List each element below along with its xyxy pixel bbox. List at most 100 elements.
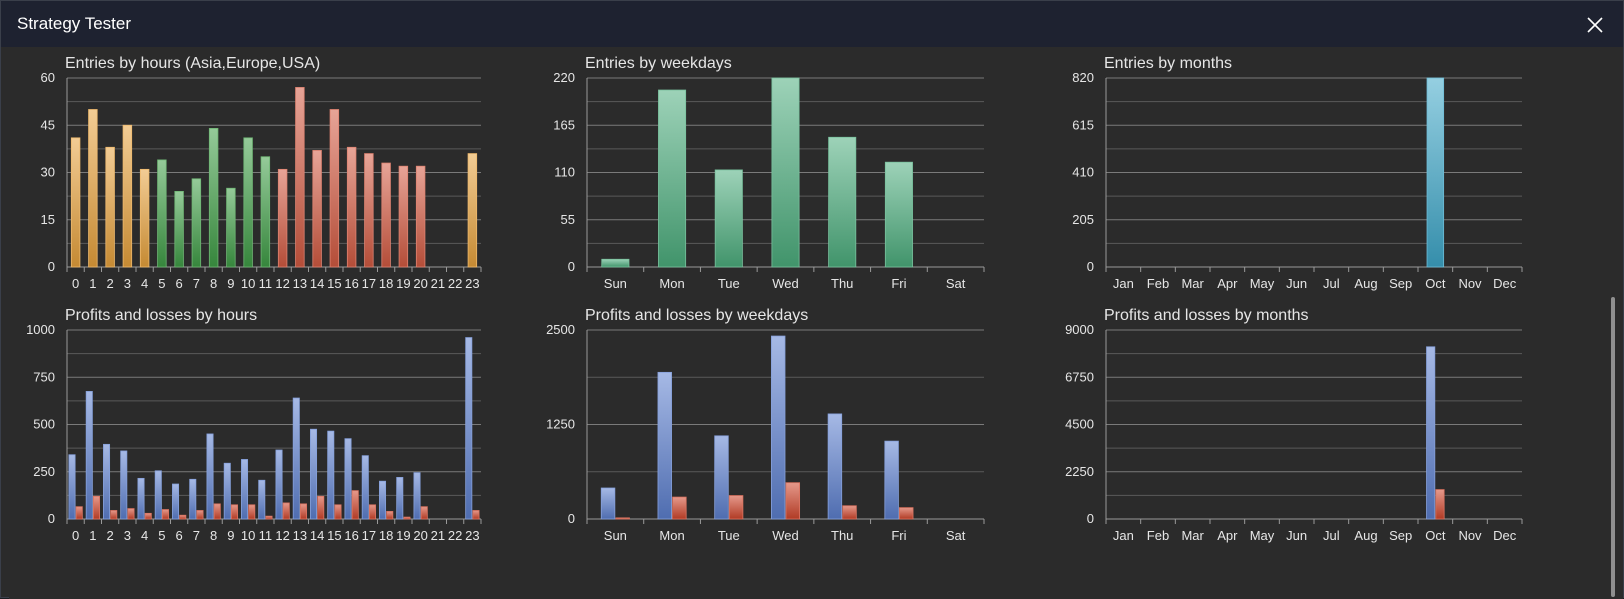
x-tick-label: 12	[275, 528, 289, 543]
bar	[157, 159, 167, 268]
x-tick-label: Sun	[604, 528, 627, 543]
y-tick-label: 410	[1072, 165, 1094, 180]
bar	[1426, 77, 1445, 268]
bar	[191, 178, 202, 268]
bar	[139, 168, 150, 268]
loss-bar	[161, 509, 169, 520]
loss-bar	[230, 504, 238, 520]
x-tick-label: 18	[379, 528, 393, 543]
x-tick-label: 9	[227, 276, 234, 291]
scrollbar-thumb[interactable]	[1611, 297, 1615, 597]
x-tick-label: Feb	[1147, 276, 1169, 291]
x-tick-label: Nov	[1458, 276, 1482, 291]
chart-pl-hours: Profits and losses by hours0250500750100…	[26, 307, 482, 543]
close-button[interactable]	[1579, 9, 1611, 41]
chart-entries-weekdays: Entries by weekdays 0 55 110 165 220 Sun Mon Tue…	[553, 55, 985, 291]
x-tick-label: Nov	[1458, 528, 1482, 543]
loss-bar	[386, 511, 394, 520]
bar	[381, 162, 391, 268]
y-tick-label: 1250	[546, 417, 575, 432]
y-tick-label: 0	[48, 511, 55, 526]
x-tick-label: 7	[193, 276, 200, 291]
profit-bar	[344, 438, 352, 520]
x-tick-label: 11	[259, 528, 273, 543]
profit-bar	[223, 462, 231, 520]
x-tick-label: 5	[158, 276, 165, 291]
loss-bar	[127, 508, 135, 520]
x-tick-label: Jul	[1323, 528, 1340, 543]
profit-bar	[714, 435, 729, 520]
bar	[364, 153, 374, 268]
profit-bar	[327, 430, 335, 520]
x-tick-label: 14	[310, 528, 324, 543]
x-tick-label: Sun	[604, 276, 627, 291]
close-icon	[1587, 17, 1603, 33]
loss-bar	[351, 490, 359, 520]
x-tick-label: 15	[327, 276, 341, 291]
x-tick-label: 5	[158, 528, 165, 543]
bar	[329, 109, 340, 268]
y-tick-label: 1000	[26, 322, 55, 337]
loss-bar	[282, 502, 290, 520]
y-tick-label: 500	[33, 417, 55, 432]
profit-bar	[413, 472, 421, 520]
x-tick-label: Apr	[1217, 276, 1238, 291]
profit-bar	[241, 459, 249, 520]
x-tick-label: 19	[396, 528, 410, 543]
loss-bar	[899, 507, 914, 520]
profit-bar	[103, 443, 111, 520]
bar	[312, 150, 322, 268]
y-tick-label: 0	[48, 259, 55, 274]
loss-bar	[144, 512, 152, 520]
profit-bar	[189, 478, 197, 520]
x-tick-label: 21	[431, 528, 445, 543]
y-tick-label: 45	[41, 117, 55, 132]
x-tick-label: Oct	[1425, 276, 1446, 291]
bar	[277, 168, 288, 268]
chart-entries-months: Entries by months 0 205 410 615 820 Jan Feb Mar A…	[1072, 55, 1523, 291]
x-tick-label: 22	[448, 276, 462, 291]
vertical-scrollbar[interactable]	[1603, 47, 1623, 599]
x-tick-label: 9	[227, 528, 234, 543]
chart-title: Entries by months	[1104, 55, 1232, 72]
bar	[601, 258, 630, 268]
y-tick-label: 2250	[1065, 464, 1094, 479]
y-tick-label: 60	[41, 70, 55, 85]
y-tick-label: 205	[1072, 212, 1094, 227]
x-tick-label: 6	[176, 528, 183, 543]
chart-pl-months: Profits and losses by months 0 2250 4500 675…	[1065, 307, 1523, 543]
loss-bar	[248, 504, 256, 520]
loss-bar	[213, 503, 221, 520]
profit-bar	[275, 449, 283, 520]
y-tick-label: 250	[33, 464, 55, 479]
loss-bar	[179, 514, 187, 520]
chart-title: Profits and losses by hours	[65, 307, 257, 324]
bar	[415, 165, 426, 268]
loss-bar	[472, 510, 480, 520]
profit-bar	[206, 433, 214, 520]
x-tick-label: Jan	[1113, 528, 1134, 543]
x-tick-label: 4	[141, 276, 148, 291]
profit-bar	[258, 479, 266, 520]
y-tick-label: 615	[1072, 117, 1094, 132]
profit-bar	[292, 397, 300, 520]
loss-bar	[420, 506, 428, 520]
bar	[70, 137, 81, 268]
bar	[122, 124, 133, 268]
profit-bar	[884, 440, 899, 520]
x-tick-label: Aug	[1354, 528, 1377, 543]
bar	[714, 169, 743, 268]
bar	[208, 128, 219, 268]
x-tick-label: 17	[362, 276, 376, 291]
bar	[346, 146, 357, 268]
loss-bar	[728, 495, 744, 520]
x-tick-label: 1	[89, 276, 96, 291]
profit-bar	[137, 477, 145, 520]
window-title: Strategy Tester	[17, 14, 132, 33]
loss-bar	[92, 495, 100, 520]
x-tick-label: Mar	[1181, 528, 1204, 543]
loss-bar	[299, 503, 307, 520]
x-tick-label: Mon	[659, 528, 684, 543]
profit-bar	[465, 337, 473, 520]
x-tick-label: Fri	[891, 528, 906, 543]
